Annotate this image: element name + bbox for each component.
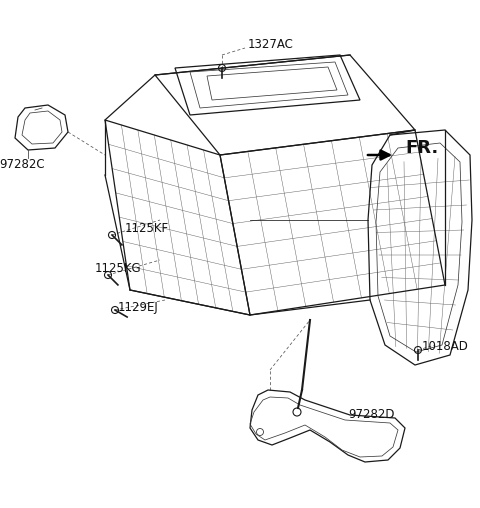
Text: 97282D: 97282D	[348, 408, 395, 422]
Text: 97282C: 97282C	[0, 158, 45, 172]
Text: 1125KG: 1125KG	[95, 262, 142, 274]
Text: 1125KF: 1125KF	[125, 221, 169, 235]
Text: 1327AC: 1327AC	[248, 39, 294, 51]
Text: 1129EJ: 1129EJ	[118, 302, 159, 314]
Text: 1018AD: 1018AD	[422, 339, 469, 353]
Text: FR.: FR.	[405, 139, 438, 157]
